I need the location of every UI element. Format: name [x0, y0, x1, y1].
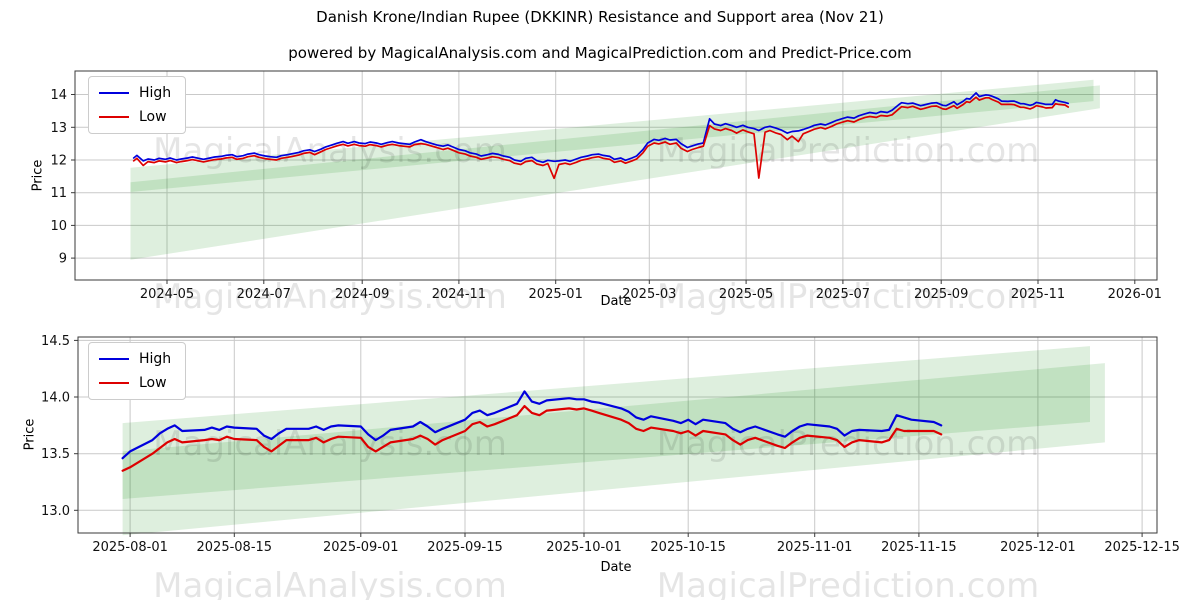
watermark-right: MagicalPrediction.com: [657, 566, 1040, 600]
axes-frame: [77, 336, 1158, 534]
watermark-left: MagicalAnalysis.com: [153, 424, 507, 464]
x-tick-label: 2025-09-01: [323, 540, 399, 555]
resistance-area-inner-band: [130, 79, 1094, 192]
x-tick-label: 2025-09: [914, 287, 968, 302]
y-tick-label: 14.5: [41, 334, 70, 349]
legend-entry-low: Low: [99, 375, 171, 391]
x-tick-label: 2025-03: [622, 287, 676, 302]
legend-label-high: High: [139, 351, 172, 367]
high-line: [121, 390, 943, 460]
x-tick-label: 2025-12-15: [1104, 540, 1180, 555]
x-tick-label: 2024-07: [237, 287, 291, 302]
y-tick-label: 14: [50, 88, 67, 103]
support-area-outer-band: [130, 85, 1100, 260]
x-tick-label: 2025-05: [719, 287, 773, 302]
low-line: [132, 96, 1070, 180]
bottom-chart-xlabel: Date: [600, 560, 632, 575]
x-tick-label: 2024-09: [335, 287, 389, 302]
support-area-outer-band: [122, 363, 1105, 536]
top-chart-legend: High Low: [88, 76, 187, 134]
x-tick-label: 2025-12-01: [1000, 540, 1076, 555]
x-tick-label: 2025-08-01: [92, 540, 168, 555]
watermark-right: MagicalPrediction.com: [657, 131, 1040, 171]
x-tick-label: 2025-10-15: [650, 540, 726, 555]
bottom-chart-legend: High Low: [88, 342, 187, 400]
watermark-left: MagicalAnalysis.com: [153, 131, 507, 171]
low-line: [121, 405, 943, 472]
legend-label-low: Low: [139, 109, 167, 125]
y-tick-label: 10: [50, 219, 67, 234]
x-tick-label: 2025-10-01: [546, 540, 622, 555]
x-tick-label: 2026-01: [1108, 287, 1162, 302]
top-chart-ylabel: Price: [30, 159, 46, 192]
legend-entry-high: High: [99, 85, 171, 101]
x-tick-label: 2024-05: [140, 287, 194, 302]
watermark-left: MagicalAnalysis.com: [153, 277, 507, 317]
x-tick-label: 2024-11: [432, 287, 486, 302]
x-tick-label: 2025-01: [529, 287, 583, 302]
page-title: Danish Krone/Indian Rupee (DKKINR) Resis…: [316, 8, 884, 26]
x-tick-label: 2025-11: [1011, 287, 1065, 302]
legend-entry-high: High: [99, 351, 171, 367]
y-tick-label: 14.0: [41, 391, 70, 406]
page-subtitle: powered by MagicalAnalysis.com and Magic…: [288, 44, 912, 62]
high-line-swatch: [99, 358, 129, 360]
low-line-swatch: [99, 382, 129, 384]
high-line-swatch: [99, 92, 129, 94]
y-tick-label: 12: [50, 154, 67, 169]
y-tick-label: 9: [59, 252, 67, 267]
y-tick-label: 13.0: [41, 504, 70, 519]
watermark-right: MagicalPrediction.com: [657, 277, 1040, 317]
watermark-left: MagicalAnalysis.com: [153, 566, 507, 600]
bottom-chart-ylabel: Price: [22, 418, 38, 451]
legend-entry-low: Low: [99, 109, 171, 125]
axes-frame: [74, 70, 1158, 281]
y-tick-label: 11: [50, 186, 67, 201]
resistance-area-inner-band: [122, 346, 1091, 499]
low-line-swatch: [99, 116, 129, 118]
legend-label-high: High: [139, 85, 172, 101]
high-line: [132, 92, 1070, 164]
y-tick-label: 13: [50, 121, 67, 136]
x-tick-label: 2025-09-15: [427, 540, 503, 555]
x-tick-label: 2025-08-15: [197, 540, 273, 555]
legend-label-low: Low: [139, 375, 167, 391]
x-tick-label: 2025-11-15: [881, 540, 957, 555]
top-chart-xlabel: Date: [600, 294, 632, 309]
y-tick-label: 13.5: [41, 447, 70, 462]
x-tick-label: 2025-11-01: [777, 540, 853, 555]
x-tick-label: 2025-07: [816, 287, 870, 302]
